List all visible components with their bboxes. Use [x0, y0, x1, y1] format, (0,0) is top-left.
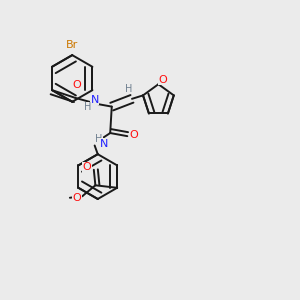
Text: O: O — [72, 193, 81, 203]
Text: O: O — [159, 74, 167, 85]
Text: H: H — [124, 84, 132, 94]
Text: O: O — [73, 80, 81, 90]
Text: O: O — [82, 162, 91, 172]
Text: O: O — [130, 130, 139, 140]
Text: N: N — [91, 95, 99, 105]
Text: H: H — [84, 102, 92, 112]
Text: N: N — [100, 139, 108, 149]
Text: Br: Br — [66, 40, 78, 50]
Text: H: H — [95, 134, 102, 144]
